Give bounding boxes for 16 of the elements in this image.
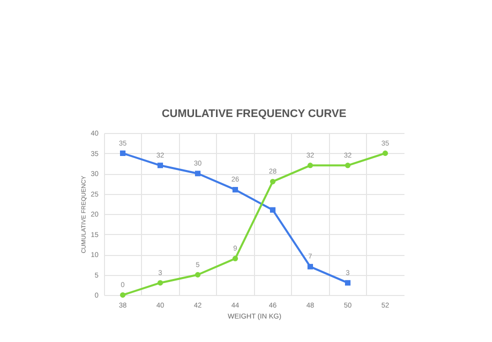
chart-title: CUMULATIVE FREQUENCY CURVE (162, 108, 346, 120)
point (345, 280, 350, 286)
point (195, 272, 200, 278)
point (120, 150, 126, 156)
point (308, 162, 313, 168)
point (120, 292, 126, 298)
point (345, 162, 350, 168)
point (232, 186, 238, 192)
point (158, 280, 163, 286)
point (195, 170, 200, 176)
point (158, 162, 163, 168)
point (382, 150, 388, 156)
point (232, 256, 238, 262)
point (270, 207, 276, 213)
point (270, 178, 276, 184)
point (308, 264, 313, 270)
